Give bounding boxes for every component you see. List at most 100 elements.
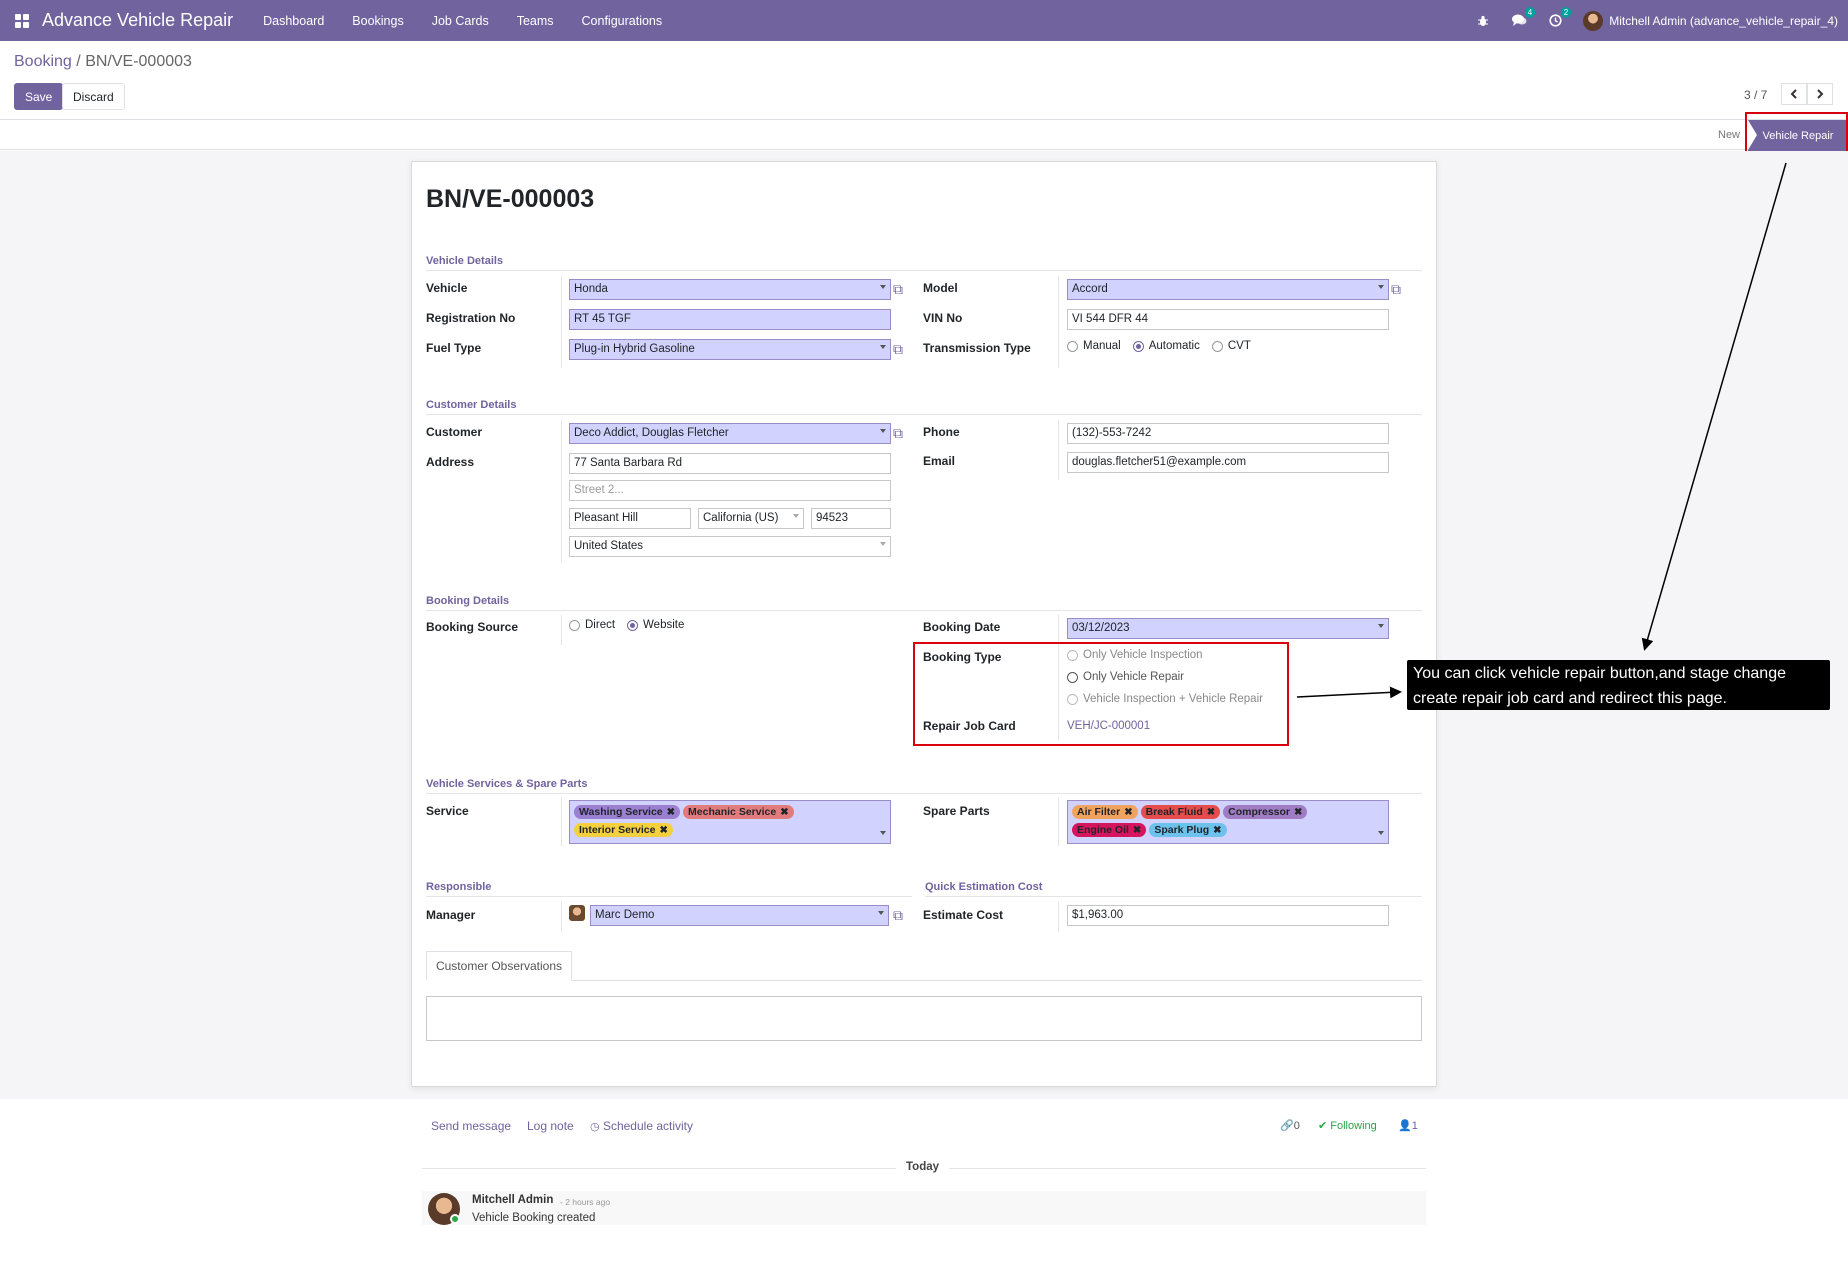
- menu-configurations[interactable]: Configurations: [581, 13, 663, 28]
- dropdown-caret-icon: [880, 831, 886, 835]
- spare-parts-tags-field[interactable]: Air Filter ✖ Break Fluid ✖ Compressor ✖ Engine…: [1067, 800, 1389, 844]
- booking-type-option-3[interactable]: Vehicle Inspection + Vehicle Repair: [1067, 693, 1275, 705]
- activities-clock-icon[interactable]: 2: [1547, 6, 1572, 29]
- customer-field[interactable]: Deco Addict, Douglas Fletcher: [569, 423, 891, 444]
- dropdown-caret-icon: [880, 345, 886, 349]
- label-separator: [561, 420, 562, 562]
- messages-icon[interactable]: 4: [1511, 6, 1536, 29]
- fuel-type-value: Plug-in Hybrid Gasoline: [574, 343, 695, 355]
- stage-new[interactable]: New: [1718, 129, 1741, 141]
- booking-source-direct[interactable]: Direct: [569, 619, 615, 631]
- app-title[interactable]: Advance Vehicle Repair: [42, 10, 234, 30]
- section-divider: [426, 414, 1422, 415]
- transmission-label: Transmission Type: [923, 341, 1031, 355]
- transmission-cvt[interactable]: CVT: [1211, 340, 1251, 352]
- radio-label: CVT: [1227, 340, 1251, 352]
- tab-customer-observations[interactable]: Customer Observations: [426, 951, 572, 981]
- customer-observations-textarea[interactable]: [426, 996, 1422, 1041]
- radio-icon: [1067, 340, 1078, 352]
- log-note-button[interactable]: Log note: [527, 1119, 574, 1133]
- user-menu[interactable]: Mitchell Admin (advance_vehicle_repair_4…: [1609, 13, 1838, 28]
- repair-job-card-link[interactable]: VEH/JC-000001: [1067, 720, 1151, 732]
- transmission-automatic[interactable]: Automatic: [1132, 340, 1200, 352]
- pager-value[interactable]: 3 / 7: [1744, 88, 1768, 102]
- remove-tag-icon[interactable]: ✖: [1294, 806, 1303, 818]
- booking-type-repair[interactable]: Only Vehicle Repair: [1067, 671, 1184, 683]
- menu-bookings[interactable]: Bookings: [352, 13, 404, 28]
- registration-label: Registration No: [426, 311, 516, 325]
- menu-dashboard[interactable]: Dashboard: [263, 13, 325, 28]
- stage-vehicle-repair[interactable]: Vehicle Repair: [1748, 120, 1848, 151]
- schedule-activity-button[interactable]: ◷ Schedule activity: [590, 1119, 693, 1133]
- remove-tag-icon[interactable]: ✖: [780, 806, 789, 818]
- external-link-icon[interactable]: ⧉: [893, 425, 903, 441]
- breadcrumb-parent[interactable]: Booking: [14, 53, 72, 70]
- save-button[interactable]: Save: [14, 83, 64, 110]
- phone-field[interactable]: (132)-553-7242: [1067, 423, 1389, 444]
- address-label: Address: [426, 455, 475, 469]
- booking-source-website[interactable]: Website: [627, 619, 684, 631]
- fuel-type-field[interactable]: Plug-in Hybrid Gasoline: [569, 339, 891, 360]
- user-avatar[interactable]: [1583, 10, 1604, 31]
- zip-field[interactable]: 94523: [811, 508, 891, 529]
- record-title: BN/VE-000003: [426, 185, 595, 213]
- apps-menu-icon[interactable]: [15, 13, 29, 28]
- model-field[interactable]: Accord: [1067, 279, 1389, 300]
- remove-tag-icon[interactable]: ✖: [1206, 806, 1216, 818]
- debug-bug-icon[interactable]: [1475, 13, 1491, 29]
- label-separator: [561, 902, 562, 932]
- radio-icon: [1067, 671, 1078, 683]
- external-link-icon[interactable]: ⧉: [1391, 281, 1401, 297]
- dropdown-caret-icon: [880, 285, 886, 289]
- remove-tag-icon[interactable]: ✖: [666, 806, 676, 818]
- following-label: Following: [1330, 1120, 1377, 1132]
- booking-type-inspection-repair[interactable]: Vehicle Inspection + Vehicle Repair: [1067, 693, 1263, 705]
- radio-icon: [569, 619, 580, 631]
- state-field[interactable]: California (US): [698, 508, 804, 529]
- top-navbar: Advance Vehicle Repair Dashboard Booking…: [0, 0, 1848, 41]
- attachments-button[interactable]: 🔗0: [1280, 1119, 1300, 1132]
- pager-previous-button[interactable]: [1781, 83, 1807, 105]
- following-button[interactable]: ✔ Following: [1318, 1119, 1377, 1132]
- city-field[interactable]: Pleasant Hill: [569, 508, 691, 529]
- pager-next-button[interactable]: [1807, 83, 1833, 105]
- radio-label: Website: [643, 619, 685, 631]
- remove-tag-icon[interactable]: ✖: [1213, 824, 1222, 836]
- breadcrumb: Booking / BN/VE-000003: [14, 53, 192, 71]
- tag-label: Interior Service: [579, 824, 656, 836]
- remove-tag-icon[interactable]: ✖: [1124, 806, 1133, 818]
- country-field[interactable]: United States: [569, 536, 891, 557]
- section-quick-estimation-cost: Quick Estimation Cost: [925, 881, 1043, 893]
- menu-teams[interactable]: Teams: [516, 13, 554, 28]
- registration-field[interactable]: RT 45 TGF: [569, 309, 891, 330]
- booking-type-inspection[interactable]: Only Vehicle Inspection: [1067, 649, 1203, 661]
- customer-label: Customer: [426, 425, 483, 439]
- message-time: - 2 hours ago: [560, 1197, 611, 1207]
- followers-count: 1: [1411, 1120, 1418, 1132]
- remove-tag-icon[interactable]: ✖: [659, 824, 668, 836]
- manager-field[interactable]: Marc Demo: [590, 905, 889, 926]
- followers-button[interactable]: 👤1: [1398, 1119, 1418, 1132]
- send-message-button[interactable]: Send message: [431, 1119, 512, 1133]
- discard-button[interactable]: Discard: [62, 83, 125, 110]
- date-separator-label: Today: [896, 1161, 950, 1173]
- repair-job-card-label: Repair Job Card: [923, 719, 1016, 733]
- vin-field[interactable]: VI 544 DFR 44: [1067, 309, 1389, 330]
- vehicle-field[interactable]: Honda: [569, 279, 891, 300]
- estimate-cost-field[interactable]: $1,963.00: [1067, 905, 1389, 926]
- activities-count-badge: 2: [1560, 6, 1572, 18]
- booking-type-option-1[interactable]: Only Vehicle Inspection: [1067, 649, 1215, 661]
- external-link-icon[interactable]: ⧉: [893, 341, 903, 357]
- menu-job-cards[interactable]: Job Cards: [431, 13, 489, 28]
- remove-tag-icon[interactable]: ✖: [1132, 824, 1142, 836]
- street-field[interactable]: 77 Santa Barbara Rd: [569, 453, 891, 474]
- booking-date-field[interactable]: 03/12/2023: [1067, 618, 1389, 639]
- external-link-icon[interactable]: ⧉: [893, 281, 903, 297]
- email-field[interactable]: douglas.fletcher51@example.com: [1067, 452, 1389, 473]
- service-tags-field[interactable]: Washing Service ✖ Mechanic Service ✖ Interio…: [569, 800, 891, 844]
- transmission-manual[interactable]: Manual: [1067, 340, 1121, 352]
- external-link-icon[interactable]: ⧉: [893, 907, 903, 923]
- message-author[interactable]: Mitchell Admin: [472, 1194, 554, 1206]
- booking-type-option-2[interactable]: Only Vehicle Repair: [1067, 671, 1196, 683]
- street2-field[interactable]: Street 2...: [569, 480, 891, 501]
